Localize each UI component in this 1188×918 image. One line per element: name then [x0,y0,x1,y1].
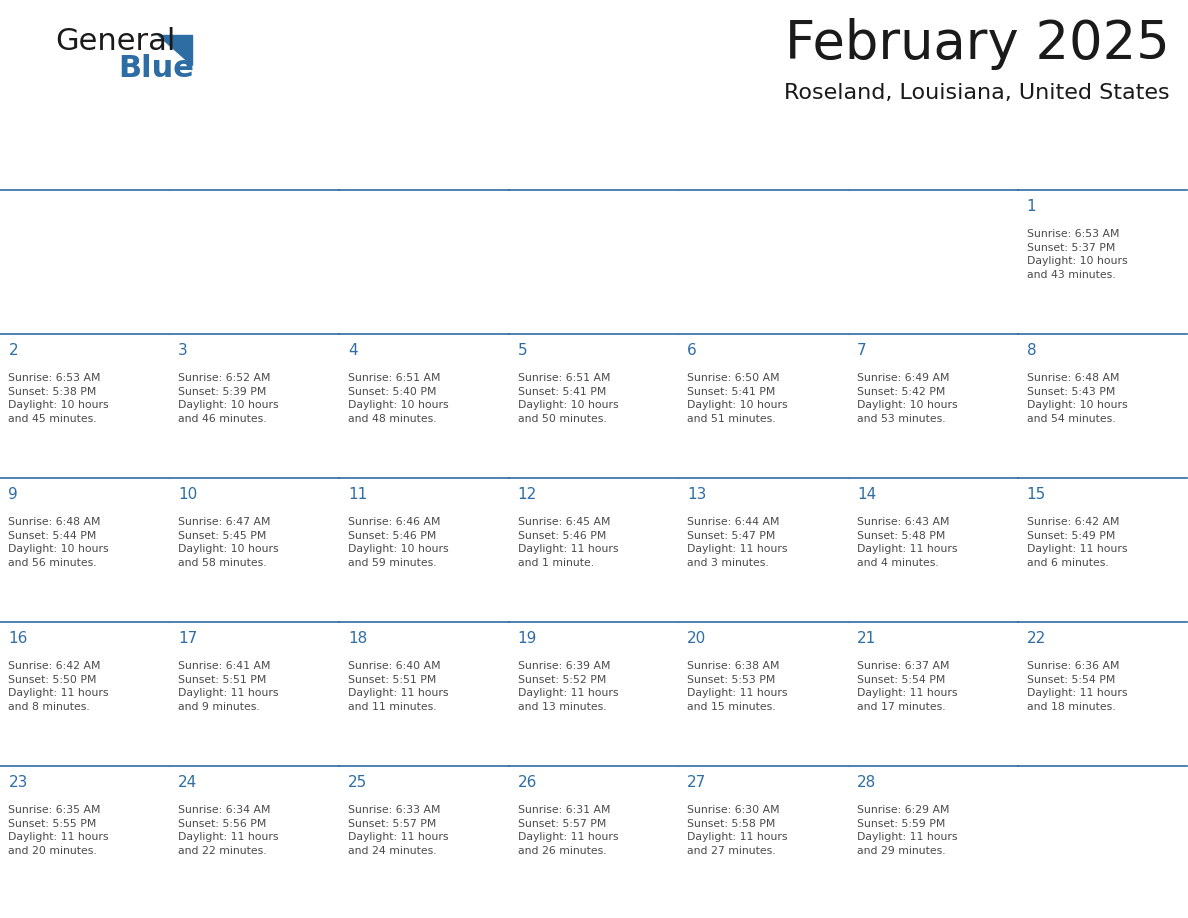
Text: 11: 11 [348,487,367,502]
Text: 5: 5 [518,343,527,358]
Text: 6: 6 [688,343,697,358]
Text: Sunrise: 6:42 AM
Sunset: 5:50 PM
Daylight: 11 hours
and 8 minutes.: Sunrise: 6:42 AM Sunset: 5:50 PM Dayligh… [8,661,109,712]
Text: Sunrise: 6:36 AM
Sunset: 5:54 PM
Daylight: 11 hours
and 18 minutes.: Sunrise: 6:36 AM Sunset: 5:54 PM Dayligh… [1026,661,1127,712]
Text: Tuesday: Tuesday [349,166,415,181]
Text: Sunrise: 6:51 AM
Sunset: 5:41 PM
Daylight: 10 hours
and 50 minutes.: Sunrise: 6:51 AM Sunset: 5:41 PM Dayligh… [518,374,618,424]
Text: Sunrise: 6:35 AM
Sunset: 5:55 PM
Daylight: 11 hours
and 20 minutes.: Sunrise: 6:35 AM Sunset: 5:55 PM Dayligh… [8,805,109,856]
Text: Sunrise: 6:50 AM
Sunset: 5:41 PM
Daylight: 10 hours
and 51 minutes.: Sunrise: 6:50 AM Sunset: 5:41 PM Dayligh… [688,374,788,424]
Text: 4: 4 [348,343,358,358]
Text: Friday: Friday [859,166,908,181]
Text: 13: 13 [688,487,707,502]
Text: 15: 15 [1026,487,1045,502]
Text: Monday: Monday [179,166,244,181]
Text: Sunrise: 6:34 AM
Sunset: 5:56 PM
Daylight: 11 hours
and 22 minutes.: Sunrise: 6:34 AM Sunset: 5:56 PM Dayligh… [178,805,279,856]
Text: 16: 16 [8,631,27,646]
Text: Sunrise: 6:46 AM
Sunset: 5:46 PM
Daylight: 10 hours
and 59 minutes.: Sunrise: 6:46 AM Sunset: 5:46 PM Dayligh… [348,517,449,568]
Text: Sunrise: 6:52 AM
Sunset: 5:39 PM
Daylight: 10 hours
and 46 minutes.: Sunrise: 6:52 AM Sunset: 5:39 PM Dayligh… [178,374,279,424]
Text: 10: 10 [178,487,197,502]
Text: 17: 17 [178,631,197,646]
Text: Sunrise: 6:44 AM
Sunset: 5:47 PM
Daylight: 11 hours
and 3 minutes.: Sunrise: 6:44 AM Sunset: 5:47 PM Dayligh… [688,517,788,568]
Text: Sunrise: 6:40 AM
Sunset: 5:51 PM
Daylight: 11 hours
and 11 minutes.: Sunrise: 6:40 AM Sunset: 5:51 PM Dayligh… [348,661,448,712]
Text: 8: 8 [1026,343,1036,358]
Text: Blue: Blue [118,54,194,83]
Text: Sunrise: 6:51 AM
Sunset: 5:40 PM
Daylight: 10 hours
and 48 minutes.: Sunrise: 6:51 AM Sunset: 5:40 PM Dayligh… [348,374,449,424]
Text: 12: 12 [518,487,537,502]
Text: 26: 26 [518,775,537,790]
Text: Wednesday: Wednesday [519,166,613,181]
Text: Sunrise: 6:45 AM
Sunset: 5:46 PM
Daylight: 11 hours
and 1 minute.: Sunrise: 6:45 AM Sunset: 5:46 PM Dayligh… [518,517,618,568]
Text: Sunrise: 6:42 AM
Sunset: 5:49 PM
Daylight: 11 hours
and 6 minutes.: Sunrise: 6:42 AM Sunset: 5:49 PM Dayligh… [1026,517,1127,568]
Text: 19: 19 [518,631,537,646]
Text: 21: 21 [857,631,877,646]
Text: 7: 7 [857,343,867,358]
Text: 24: 24 [178,775,197,790]
Text: Sunrise: 6:49 AM
Sunset: 5:42 PM
Daylight: 10 hours
and 53 minutes.: Sunrise: 6:49 AM Sunset: 5:42 PM Dayligh… [857,374,958,424]
Text: 20: 20 [688,631,707,646]
Text: Sunrise: 6:37 AM
Sunset: 5:54 PM
Daylight: 11 hours
and 17 minutes.: Sunrise: 6:37 AM Sunset: 5:54 PM Dayligh… [857,661,958,712]
Text: Saturday: Saturday [1029,166,1101,181]
Text: Sunrise: 6:48 AM
Sunset: 5:44 PM
Daylight: 10 hours
and 56 minutes.: Sunrise: 6:48 AM Sunset: 5:44 PM Dayligh… [8,517,109,568]
Text: 23: 23 [8,775,27,790]
Text: 3: 3 [178,343,188,358]
Text: Sunrise: 6:30 AM
Sunset: 5:58 PM
Daylight: 11 hours
and 27 minutes.: Sunrise: 6:30 AM Sunset: 5:58 PM Dayligh… [688,805,788,856]
Text: Thursday: Thursday [689,166,764,181]
Text: Sunrise: 6:47 AM
Sunset: 5:45 PM
Daylight: 10 hours
and 58 minutes.: Sunrise: 6:47 AM Sunset: 5:45 PM Dayligh… [178,517,279,568]
Text: 18: 18 [348,631,367,646]
Text: 1: 1 [1026,199,1036,214]
Text: Sunrise: 6:41 AM
Sunset: 5:51 PM
Daylight: 11 hours
and 9 minutes.: Sunrise: 6:41 AM Sunset: 5:51 PM Dayligh… [178,661,279,712]
Text: Sunrise: 6:31 AM
Sunset: 5:57 PM
Daylight: 11 hours
and 26 minutes.: Sunrise: 6:31 AM Sunset: 5:57 PM Dayligh… [518,805,618,856]
Text: 2: 2 [8,343,18,358]
Text: Roseland, Louisiana, United States: Roseland, Louisiana, United States [784,83,1170,103]
Text: 28: 28 [857,775,877,790]
Text: Sunrise: 6:53 AM
Sunset: 5:37 PM
Daylight: 10 hours
and 43 minutes.: Sunrise: 6:53 AM Sunset: 5:37 PM Dayligh… [1026,230,1127,280]
Text: General: General [55,27,176,56]
Text: 25: 25 [348,775,367,790]
Text: Sunrise: 6:43 AM
Sunset: 5:48 PM
Daylight: 11 hours
and 4 minutes.: Sunrise: 6:43 AM Sunset: 5:48 PM Dayligh… [857,517,958,568]
Text: February 2025: February 2025 [785,18,1170,70]
Text: 14: 14 [857,487,877,502]
Text: Sunrise: 6:33 AM
Sunset: 5:57 PM
Daylight: 11 hours
and 24 minutes.: Sunrise: 6:33 AM Sunset: 5:57 PM Dayligh… [348,805,448,856]
Text: Sunrise: 6:48 AM
Sunset: 5:43 PM
Daylight: 10 hours
and 54 minutes.: Sunrise: 6:48 AM Sunset: 5:43 PM Dayligh… [1026,374,1127,424]
Text: Sunrise: 6:53 AM
Sunset: 5:38 PM
Daylight: 10 hours
and 45 minutes.: Sunrise: 6:53 AM Sunset: 5:38 PM Dayligh… [8,374,109,424]
Polygon shape [158,35,192,65]
Text: Sunrise: 6:29 AM
Sunset: 5:59 PM
Daylight: 11 hours
and 29 minutes.: Sunrise: 6:29 AM Sunset: 5:59 PM Dayligh… [857,805,958,856]
Text: Sunrise: 6:38 AM
Sunset: 5:53 PM
Daylight: 11 hours
and 15 minutes.: Sunrise: 6:38 AM Sunset: 5:53 PM Dayligh… [688,661,788,712]
Text: Sunday: Sunday [11,166,70,181]
Text: 22: 22 [1026,631,1045,646]
Text: 9: 9 [8,487,18,502]
Text: 27: 27 [688,775,707,790]
Text: Sunrise: 6:39 AM
Sunset: 5:52 PM
Daylight: 11 hours
and 13 minutes.: Sunrise: 6:39 AM Sunset: 5:52 PM Dayligh… [518,661,618,712]
